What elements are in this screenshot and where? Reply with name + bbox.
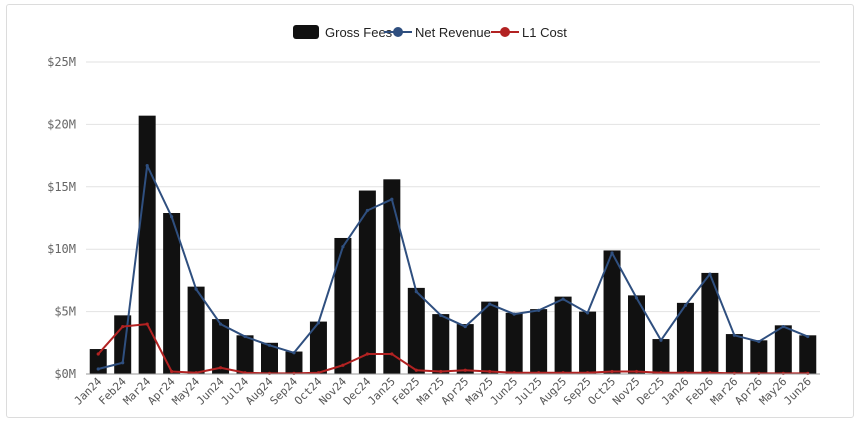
bar-gross-fees [676, 302, 694, 374]
bar-gross-fees [309, 321, 327, 374]
point-net-revenue [243, 334, 247, 339]
point-net-revenue [683, 303, 688, 307]
point-l1-cost [610, 369, 614, 374]
point-net-revenue [341, 245, 345, 249]
line-net-revenue [97, 164, 809, 370]
point-l1-cost [463, 368, 467, 372]
bar-gross-fees [334, 237, 352, 374]
point-l1-cost [145, 322, 149, 326]
point-net-revenue [218, 322, 223, 326]
y-tick-label: $25M [47, 55, 76, 69]
x-axis-ticks: Jan24Feb24Mar24Apr24May24Jun24Jul24Aug24… [72, 375, 814, 408]
bar-gross-fees [285, 351, 303, 374]
legend-item-net-revenue[interactable]: Net Revenue [384, 25, 491, 40]
point-net-revenue [121, 361, 125, 365]
point-net-revenue [390, 197, 394, 201]
bar-gross-fees [358, 190, 376, 374]
point-net-revenue [365, 208, 369, 213]
point-l1-cost [96, 352, 100, 356]
grid [86, 61, 820, 313]
point-net-revenue [145, 163, 149, 168]
point-net-revenue [659, 338, 663, 342]
point-l1-cost [365, 352, 369, 356]
bar-gross-fees [212, 319, 230, 374]
bar-gross-fees [652, 339, 670, 374]
bar-gross-fees [750, 340, 768, 374]
series-lines [96, 163, 810, 375]
point-l1-cost [341, 363, 345, 367]
point-net-revenue [512, 312, 516, 316]
point-net-revenue [292, 351, 296, 355]
bar-gross-fees [432, 314, 450, 374]
bar-gross-fees [407, 287, 425, 374]
point-net-revenue [610, 251, 614, 255]
legend[interactable]: Gross Fees Net Revenue L1 Cost [293, 25, 567, 40]
bar-gross-fees [603, 250, 621, 374]
bar-gross-fees [261, 342, 278, 374]
point-net-revenue [732, 333, 736, 337]
point-net-revenue [316, 321, 321, 325]
bar-gross-fees [701, 272, 719, 374]
point-l1-cost [170, 369, 174, 374]
point-net-revenue [537, 308, 541, 312]
x-tick-label: Jun26 [781, 375, 814, 408]
legend-swatch-marker [500, 27, 510, 37]
bar-gross-fees [725, 334, 743, 374]
point-l1-cost [414, 368, 418, 372]
point-net-revenue [781, 324, 785, 329]
bar-gross-fees [628, 295, 645, 374]
point-l1-cost [439, 369, 443, 374]
point-net-revenue [561, 297, 565, 301]
y-tick-label: $0M [54, 367, 76, 381]
point-net-revenue [708, 272, 712, 276]
line-l1-cost [97, 323, 808, 375]
point-net-revenue [170, 215, 174, 219]
y-tick-label: $20M [47, 117, 76, 131]
point-net-revenue [439, 313, 443, 317]
point-net-revenue [488, 302, 492, 306]
point-l1-cost [488, 369, 492, 374]
bar-gross-fees [579, 311, 597, 374]
bar-gross-fees [481, 301, 499, 374]
bar-gross-fees [530, 309, 548, 374]
point-l1-cost [390, 352, 394, 356]
legend-item-gross-fees[interactable]: Gross Fees [293, 25, 393, 40]
bar-gross-fees [774, 325, 792, 374]
point-net-revenue [96, 367, 100, 371]
point-net-revenue [194, 287, 198, 291]
bar-gross-fees [187, 286, 205, 374]
point-net-revenue [634, 296, 639, 300]
legend-swatch [293, 25, 319, 39]
legend-label: Net Revenue [415, 25, 491, 40]
y-tick-label: $15M [47, 180, 76, 194]
bar-gross-fees [383, 179, 401, 374]
y-tick-label: $10M [47, 242, 76, 256]
point-net-revenue [757, 339, 761, 344]
point-net-revenue [463, 324, 467, 329]
bar-gross-fees [799, 335, 817, 374]
bar-gross-fees [236, 335, 254, 374]
point-l1-cost [634, 369, 639, 374]
point-l1-cost [121, 324, 125, 329]
y-tick-label: $5M [54, 305, 76, 319]
bar-gross-fees [554, 296, 572, 374]
bar-gross-fees [138, 115, 156, 374]
point-l1-cost [218, 366, 223, 370]
gross-fees-bars [89, 115, 817, 374]
bar-gross-fees [456, 324, 474, 374]
point-net-revenue [414, 290, 418, 294]
legend-swatch-marker [393, 27, 403, 37]
bar-gross-fees [505, 312, 523, 374]
point-net-revenue [806, 334, 810, 339]
legend-item-l1-cost[interactable]: L1 Cost [491, 25, 567, 40]
y-axis-ticks: $0M $5M $10M $15M $20M $25M [47, 55, 76, 381]
legend-label: Gross Fees [325, 25, 393, 40]
point-net-revenue [267, 343, 272, 347]
bar-gross-fees [163, 213, 181, 374]
point-net-revenue [585, 311, 590, 315]
legend-label: L1 Cost [522, 25, 567, 40]
